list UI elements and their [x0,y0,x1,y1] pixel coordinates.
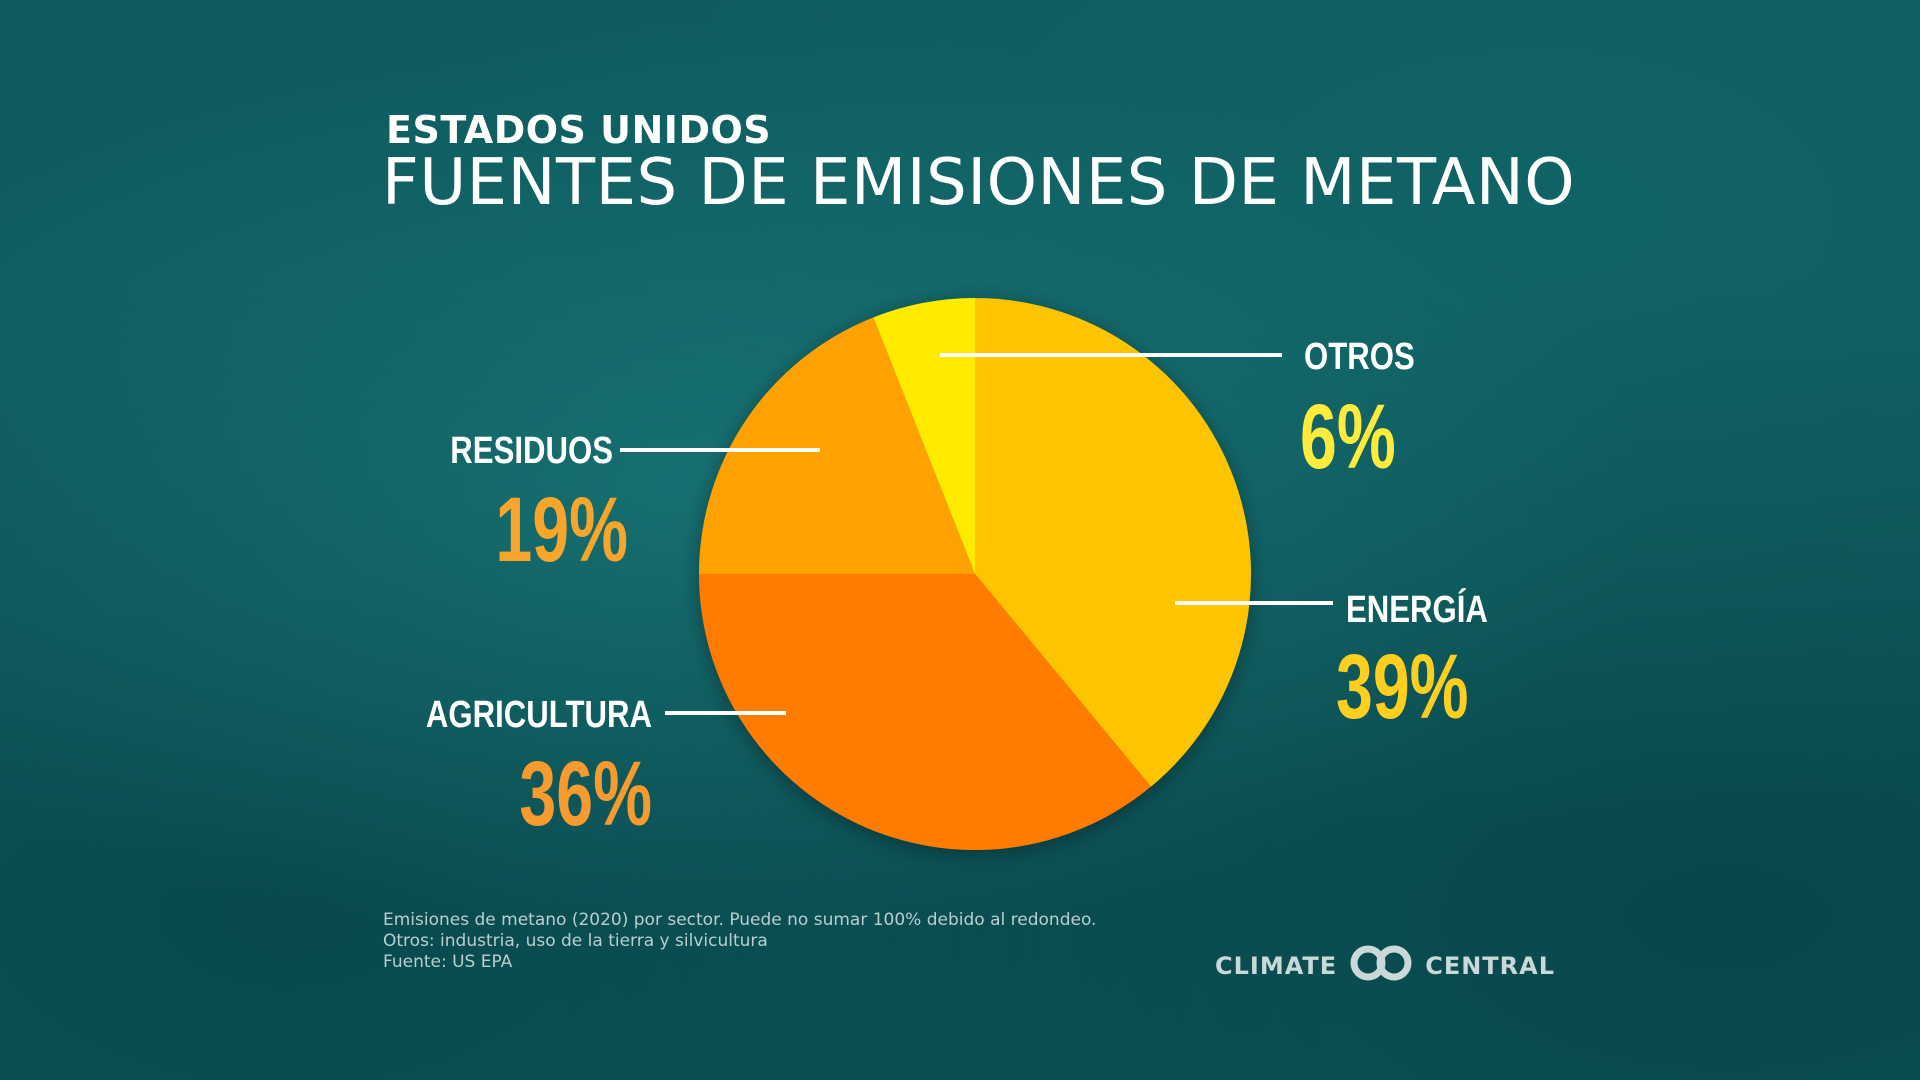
slice-label-otros: OTROS [1304,336,1415,378]
footnote-method: Emisiones de metano (2020) por sector. P… [383,910,1097,930]
climate-central-logo: CLIMATE CENTRAL [1215,944,1555,988]
slice-value-energia: 39% [1336,634,1469,737]
footnote-others: Otros: industria, uso de la tierra y sil… [383,931,768,951]
logo-text-central: CENTRAL [1425,952,1556,980]
slice-value-agricultura: 36% [519,741,652,844]
pie-slice-otros [873,298,975,574]
slice-value-residuos: 19% [495,477,628,580]
footnote-source: Fuente: US EPA [383,952,513,972]
logo-text-climate: CLIMATE [1215,952,1338,980]
pie-slice-energia [975,298,1252,787]
logo-rings-icon [1345,944,1417,988]
slice-label-residuos: RESIDUOS [450,430,613,472]
pie-slice-agricultura [699,574,1151,851]
pie-slice-residuos [699,317,975,574]
slice-label-energia: ENERGÍA [1346,587,1488,631]
pie-slices [699,298,1252,851]
chart-title: FUENTES DE EMISIONES DE METANO [382,146,1576,220]
slice-value-otros: 6% [1300,384,1396,487]
footnotes: Emisiones de metano (2020) por sector. P… [383,910,1096,973]
slice-label-agricultura: AGRICULTURA [426,694,652,736]
chart-subtitle: ESTADOS UNIDOS [386,108,772,152]
